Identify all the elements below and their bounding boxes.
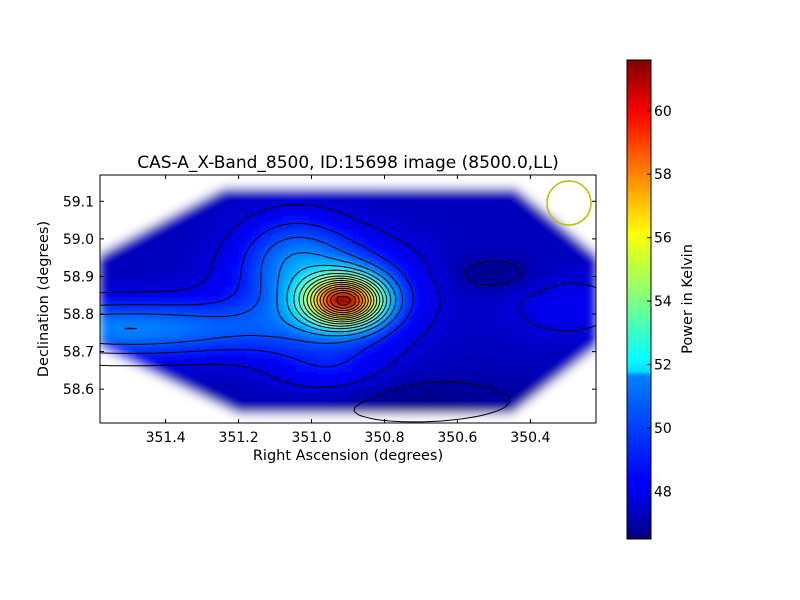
colorbar-tick-label: 50 bbox=[654, 421, 672, 437]
x-tick-label: 350.8 bbox=[364, 430, 404, 446]
colorbar-tick-label: 54 bbox=[654, 294, 672, 310]
y-tick-label: 58.8 bbox=[63, 307, 94, 323]
y-tick-label: 59.1 bbox=[63, 194, 94, 210]
x-axis-label: Right Ascension (degrees) bbox=[253, 448, 443, 464]
colorbar-label: Power in Kelvin bbox=[680, 244, 696, 354]
colorbar-ticks: 48 50 52 54 56 58 60 bbox=[647, 104, 672, 500]
y-axis: 58.6 58.7 58.8 58.9 59.0 59.1 bbox=[63, 194, 596, 398]
contour-level bbox=[322, 287, 364, 314]
contour-level bbox=[306, 277, 378, 323]
contour-level bbox=[302, 275, 381, 325]
x-tick-label: 351.0 bbox=[291, 430, 331, 446]
colorbar-gradient bbox=[627, 60, 651, 539]
beam-marker bbox=[546, 180, 592, 226]
x-tick-label: 351.2 bbox=[219, 430, 259, 446]
y-axis-label: Declination (degrees) bbox=[36, 221, 52, 377]
contour-level bbox=[316, 283, 369, 317]
contour-level bbox=[298, 273, 384, 327]
colorbar: 48 50 52 54 56 58 60 Power in Kelvin bbox=[626, 59, 696, 540]
x-axis: 351.4 351.2 351.0 350.8 350.6 350.4 bbox=[146, 175, 550, 446]
chart-title: CAS-A_X-Band_8500, ID:15698 image (8500.… bbox=[137, 153, 559, 173]
contour-level bbox=[100, 222, 414, 368]
plot-area bbox=[99, 174, 597, 424]
contour-level bbox=[336, 296, 352, 306]
heatmap-image bbox=[100, 175, 596, 423]
colorbar-frame bbox=[626, 59, 652, 540]
contour-level bbox=[293, 269, 388, 330]
contour-level bbox=[124, 252, 397, 337]
x-tick-label: 350.4 bbox=[510, 430, 550, 446]
colorbar-tick-label: 48 bbox=[654, 484, 672, 500]
colorbar-tick-label: 58 bbox=[654, 167, 672, 183]
contour-level bbox=[100, 203, 596, 388]
colorbar-tick-label: 52 bbox=[654, 358, 672, 374]
contour-lines bbox=[100, 203, 596, 423]
contour-level bbox=[353, 261, 523, 423]
contour-level bbox=[286, 264, 392, 333]
y-tick-label: 59.0 bbox=[63, 232, 94, 248]
contour-level bbox=[326, 289, 360, 312]
contour-level bbox=[319, 285, 366, 315]
x-tick-label: 351.4 bbox=[146, 430, 186, 446]
y-tick-label: 58.9 bbox=[63, 269, 94, 285]
y-tick-label: 58.6 bbox=[63, 382, 94, 398]
contour-level bbox=[310, 279, 375, 321]
contour-level bbox=[313, 281, 372, 319]
colorbar-tick-label: 56 bbox=[654, 231, 672, 247]
x-tick-label: 350.6 bbox=[437, 430, 477, 446]
contour-level bbox=[329, 292, 357, 309]
y-tick-label: 58.7 bbox=[63, 345, 94, 361]
contour-level bbox=[100, 236, 403, 345]
colorbar-tick-label: 60 bbox=[654, 104, 672, 120]
plot-frame bbox=[99, 174, 597, 424]
